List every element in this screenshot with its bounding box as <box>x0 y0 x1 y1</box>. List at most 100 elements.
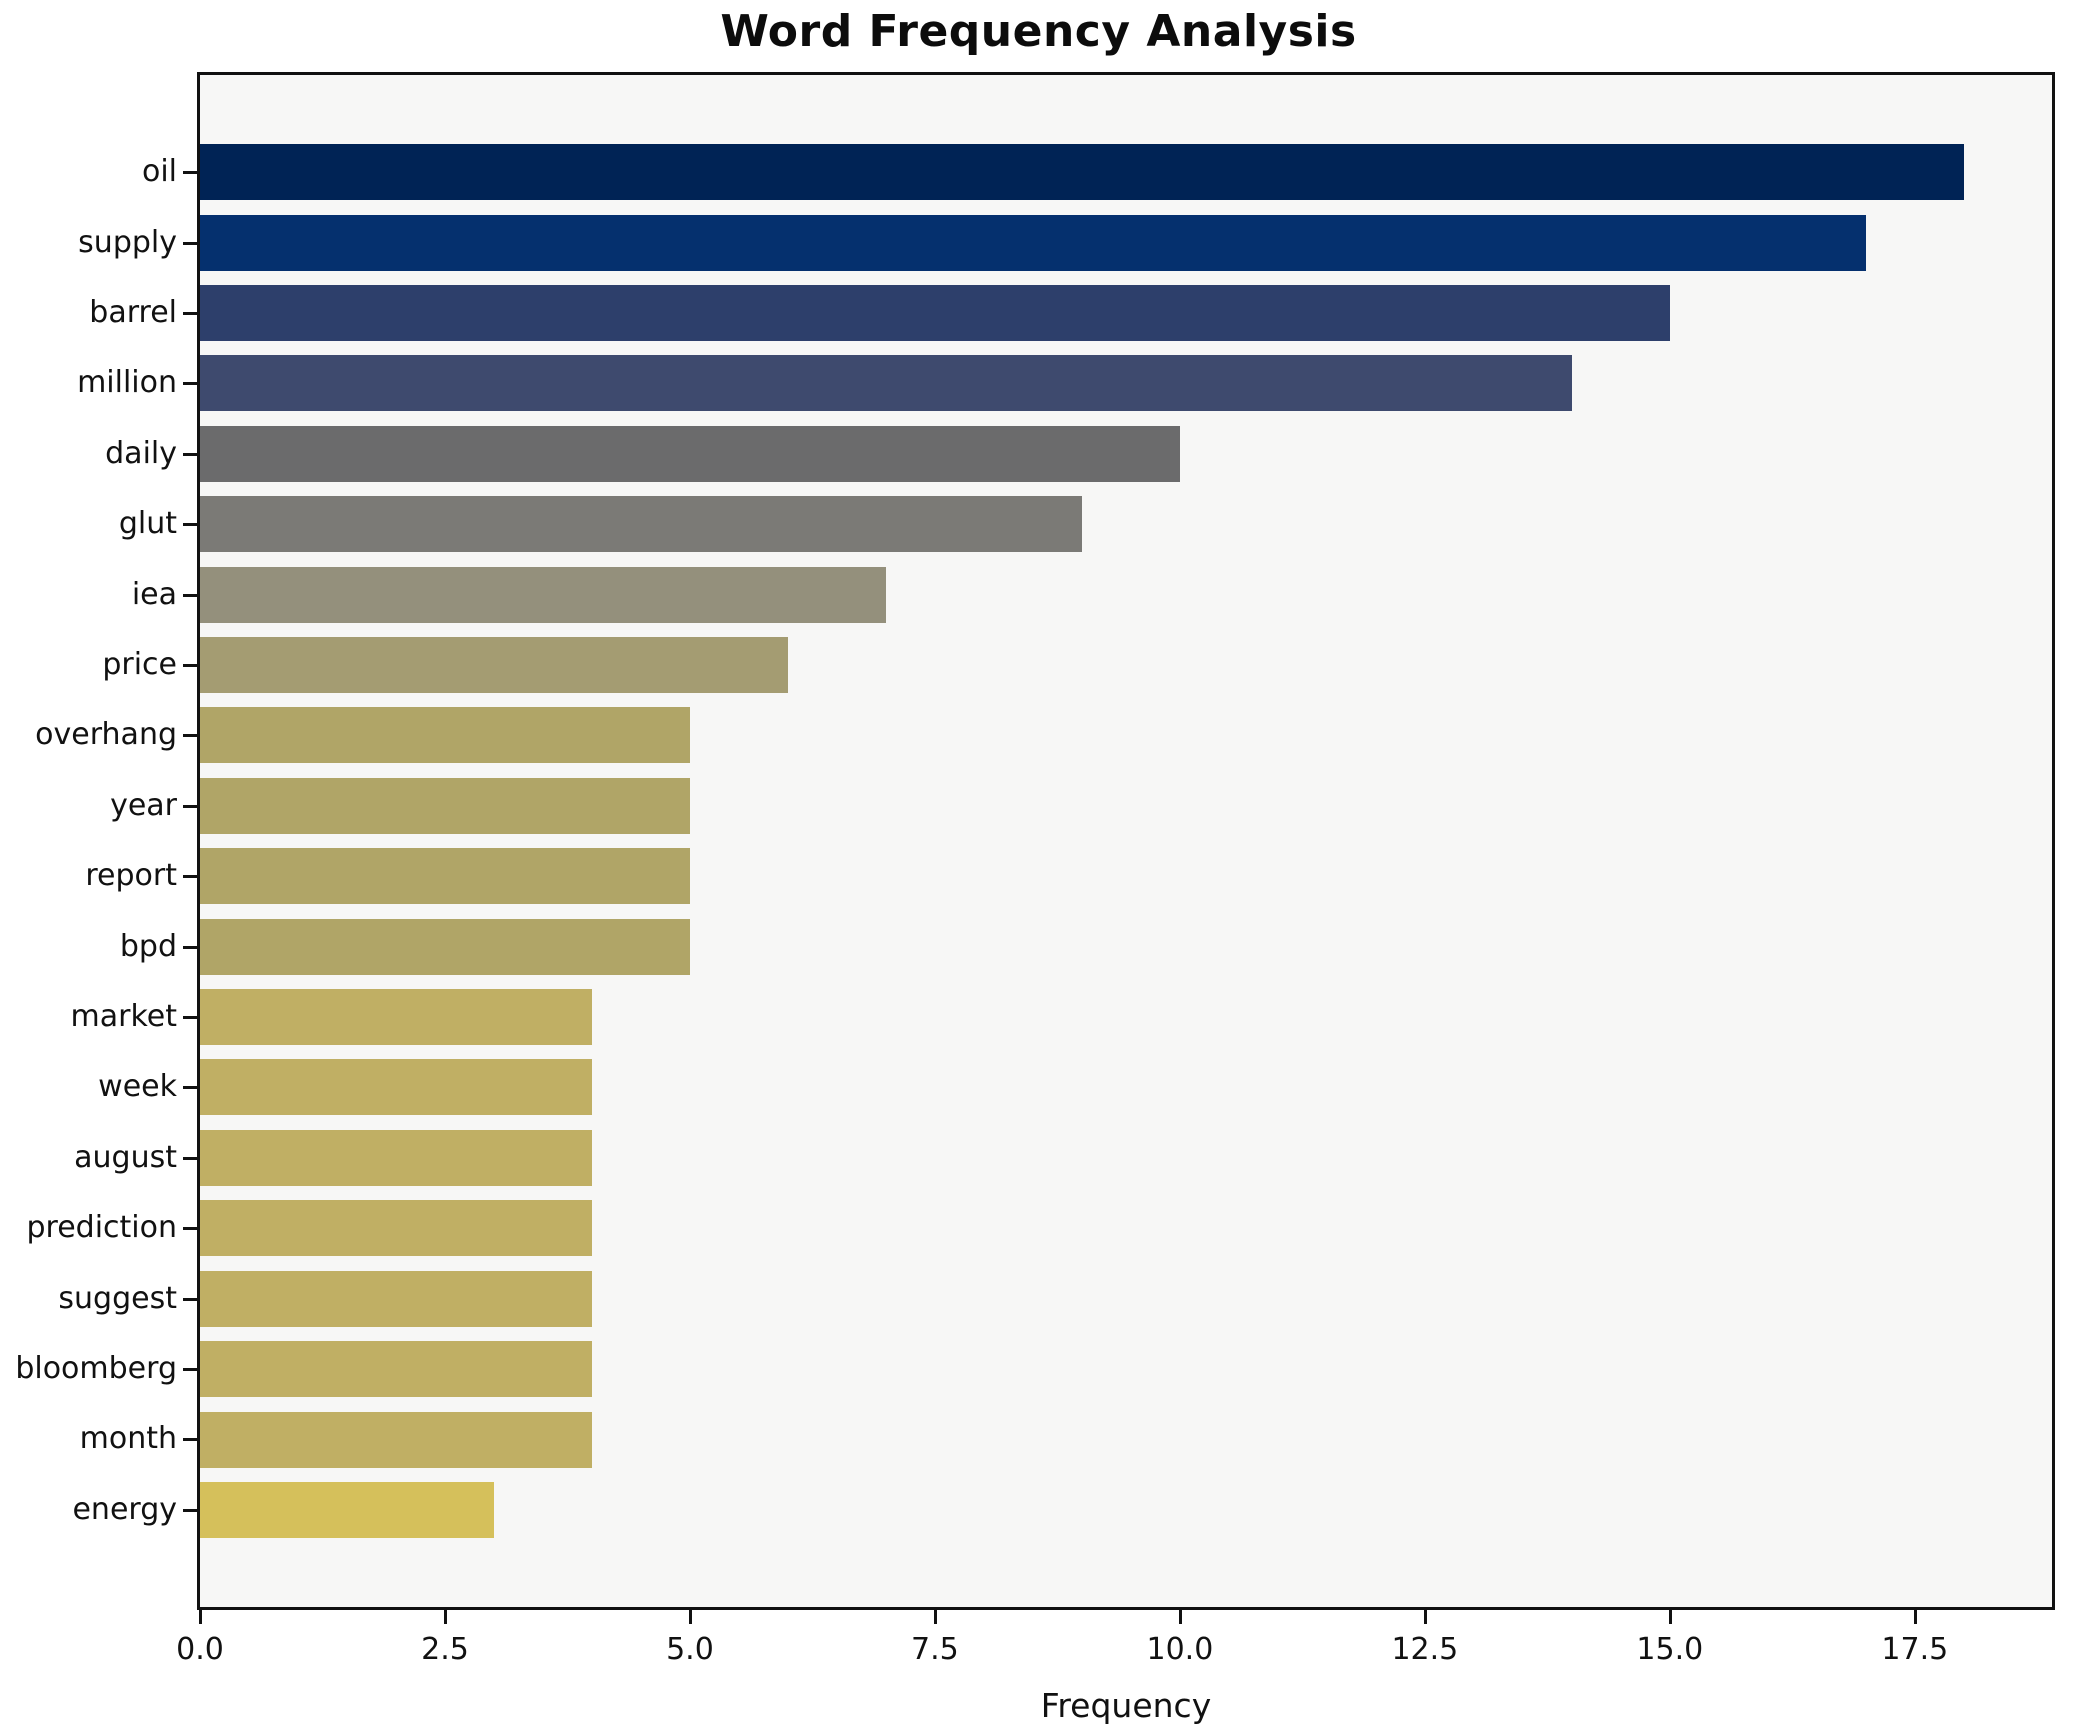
y-tick-mark <box>183 1016 197 1019</box>
bar-row <box>200 700 2052 770</box>
y-tick-mark <box>183 804 197 808</box>
bar-market <box>200 989 592 1046</box>
y-tick-label-supply: supply <box>78 224 177 260</box>
bar-row <box>200 1264 2052 1334</box>
x-tick-label-5.0: 5.0 <box>666 1632 714 1667</box>
bars-container <box>200 75 2052 1607</box>
y-tick-label-report: report <box>85 858 177 894</box>
bar-week <box>200 1059 592 1116</box>
y-tick-label-barrel: barrel <box>89 295 177 330</box>
bar-august <box>200 1129 592 1186</box>
y-tick-label-energy: energy <box>72 1491 177 1527</box>
bar-million <box>200 355 1572 412</box>
bar-row <box>200 1193 2052 1263</box>
x-tick-mark <box>199 1610 202 1624</box>
x-axis-label: Frequency <box>1040 1686 1212 1725</box>
y-tick-label-market: market <box>70 999 177 1034</box>
x-tick-label-0.0: 0.0 <box>176 1632 224 1667</box>
x-tick-label-2.5: 2.5 <box>421 1632 469 1667</box>
bar-row <box>200 348 2052 418</box>
x-tick-label-7.5: 7.5 <box>911 1632 959 1667</box>
bar-row <box>200 771 2052 841</box>
y-tick-mark <box>183 1227 197 1231</box>
bar-price <box>200 637 788 694</box>
y-tick-label-overhang: overhang <box>35 717 177 753</box>
bar-row <box>200 1404 2052 1474</box>
y-tick-mark <box>183 241 197 245</box>
y-tick-label-year: year <box>110 787 177 823</box>
bar-year <box>200 777 690 834</box>
y-tick-mark <box>183 1508 197 1512</box>
y-tick-label-million: million <box>77 365 177 401</box>
bar-row <box>200 911 2052 981</box>
bar-bloomberg <box>200 1341 592 1398</box>
bar-barrel <box>200 285 1670 342</box>
x-tick-mark <box>933 1610 937 1624</box>
x-tick-mark <box>443 1610 447 1624</box>
bar-glut <box>200 496 1082 553</box>
bar-row <box>200 419 2052 489</box>
bar-report <box>200 848 690 905</box>
y-tick-mark <box>183 875 197 879</box>
y-tick-mark <box>183 593 197 597</box>
bar-overhang <box>200 707 690 764</box>
bar-row <box>200 1475 2052 1545</box>
y-tick-label-iea: iea <box>131 576 177 612</box>
y-tick-label-august: august <box>74 1139 177 1175</box>
y-tick-mark <box>183 734 197 738</box>
x-tick-label-17.5: 17.5 <box>1881 1632 1949 1667</box>
x-tick-mark <box>1423 1610 1427 1624</box>
bar-oil <box>200 144 1964 201</box>
y-tick-mark <box>183 664 197 667</box>
y-tick-mark <box>183 1297 197 1301</box>
bar-row <box>200 1123 2052 1193</box>
y-tick-label-week: week <box>98 1069 177 1105</box>
bar-row <box>200 207 2052 277</box>
bar-daily <box>200 425 1180 482</box>
bar-row <box>200 559 2052 629</box>
x-tick-mark <box>1668 1610 1672 1624</box>
bar-bpd <box>200 918 690 975</box>
bar-prediction <box>200 1200 592 1257</box>
x-tick-mark <box>1178 1610 1182 1624</box>
x-tick-mark <box>1913 1610 1917 1624</box>
y-tick-label-oil: oil <box>141 154 177 190</box>
y-tick-mark <box>183 1156 197 1160</box>
y-tick-mark <box>183 382 197 386</box>
x-tick-label-15.0: 15.0 <box>1636 1632 1704 1667</box>
y-tick-label-bpd: bpd <box>119 928 177 964</box>
bar-supply <box>200 214 1866 271</box>
bar-row <box>200 278 2052 348</box>
x-tick-label-12.5: 12.5 <box>1391 1632 1459 1667</box>
bar-row <box>200 841 2052 911</box>
plot-zone: Word Frequency Analysis Frequency oil sup… <box>15 6 2055 1725</box>
y-tick-mark <box>183 1438 197 1442</box>
bar-row <box>200 489 2052 559</box>
y-tick-mark <box>183 945 197 949</box>
y-tick-label-suggest: suggest <box>58 1280 177 1316</box>
y-tick-mark <box>183 171 197 175</box>
bar-row <box>200 1334 2052 1404</box>
y-tick-mark <box>183 1368 197 1371</box>
y-tick-label-month: month <box>79 1421 177 1457</box>
y-tick-mark <box>183 1086 197 1090</box>
bar-iea <box>200 566 886 623</box>
y-tick-label-prediction: prediction <box>26 1210 177 1246</box>
bar-suggest <box>200 1270 592 1327</box>
y-tick-label-glut: glut <box>118 506 177 542</box>
bar-row <box>200 1052 2052 1122</box>
bar-row <box>200 982 2052 1052</box>
x-tick-mark <box>688 1610 692 1624</box>
y-tick-label-daily: daily <box>105 435 177 471</box>
y-tick-mark <box>183 523 197 527</box>
y-tick-label-bloomberg: bloomberg <box>15 1351 177 1386</box>
y-tick-mark <box>183 452 197 456</box>
bar-row <box>200 137 2052 207</box>
bar-month <box>200 1411 592 1468</box>
chart-title: Word Frequency Analysis <box>720 6 1357 57</box>
bar-energy <box>200 1481 494 1538</box>
bar-row <box>200 630 2052 700</box>
x-tick-label-10.0: 10.0 <box>1146 1632 1214 1667</box>
y-tick-mark <box>183 312 197 315</box>
